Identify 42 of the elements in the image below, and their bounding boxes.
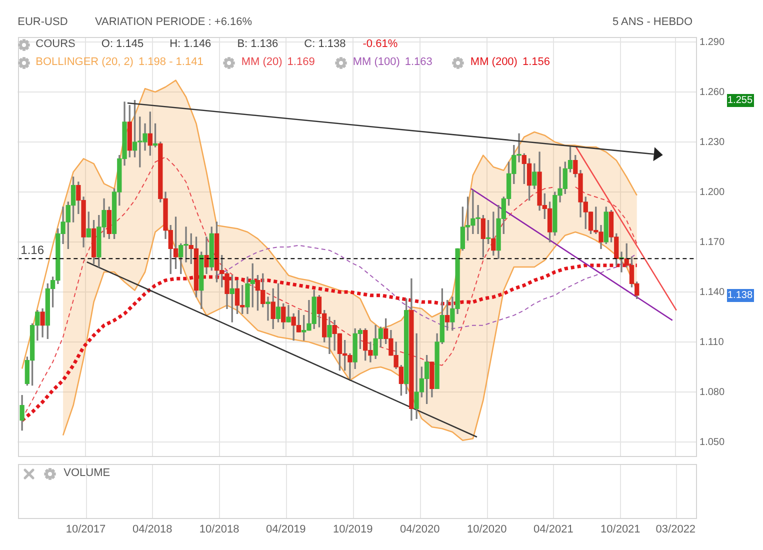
y-tick-label: 1.140 [700, 286, 725, 298]
annotation: 1.169 [287, 56, 315, 69]
x-tick-label: 10/2020 [466, 524, 507, 536]
y-tick-label: 1.110 [700, 336, 724, 348]
text: 1.138 [726, 288, 754, 302]
annotation: B: 1.136 [237, 38, 278, 51]
text: MM (100) [352, 56, 400, 69]
text: VOLUME [64, 467, 110, 480]
text: BOLLINGER (20, 2) [36, 56, 134, 69]
text: MM (20) [241, 56, 282, 69]
y-tick-label: 1.290 [700, 36, 725, 48]
annotation: H: 1.146 [170, 38, 212, 51]
annotation: O: 1.145 [101, 38, 144, 51]
ref-line-label: 1.16 [20, 242, 44, 257]
chart-subtitle: VARIATION PERIODE : +6.16% [95, 16, 252, 29]
x-tick-label: 04/2018 [132, 524, 172, 536]
text: MM (200) [470, 56, 518, 69]
annotation: 1.156 [522, 56, 550, 69]
y-tick-label: 1.170 [700, 236, 725, 248]
x-tick-label: 04/2020 [400, 524, 440, 536]
x-tick-label: 04/2019 [266, 524, 306, 536]
annotation: 1.198 - 1.141 [138, 56, 204, 69]
y-tick-label: 1.080 [700, 386, 725, 398]
annotation: C: 1.138 [304, 38, 346, 51]
x-tick-label: 10/2019 [333, 524, 373, 536]
y-tick-label: 1.230 [700, 136, 725, 148]
annotation: -0.61% [362, 38, 398, 51]
line-series [216, 244, 638, 330]
x-tick-label: 03/2022 [656, 524, 696, 536]
annotation: COURS [36, 38, 76, 51]
chart-title: EUR-USD [18, 16, 68, 29]
y-tick-label: 1.260 [700, 86, 725, 98]
text: 5 ANS - HEBDO [612, 16, 693, 29]
y-tick-label: 1.050 [700, 436, 725, 448]
y-tick-label: 1.200 [700, 186, 725, 198]
x-tick-label: 10/2018 [199, 524, 240, 536]
x-tick-label: 10/2017 [66, 524, 106, 536]
annotation: 1.163 [404, 56, 432, 69]
candlestick [266, 296, 270, 321]
x-tick-label: 10/2021 [600, 524, 640, 536]
x-tick-label: 04/2021 [534, 524, 574, 536]
text: 1.255 [726, 94, 754, 107]
